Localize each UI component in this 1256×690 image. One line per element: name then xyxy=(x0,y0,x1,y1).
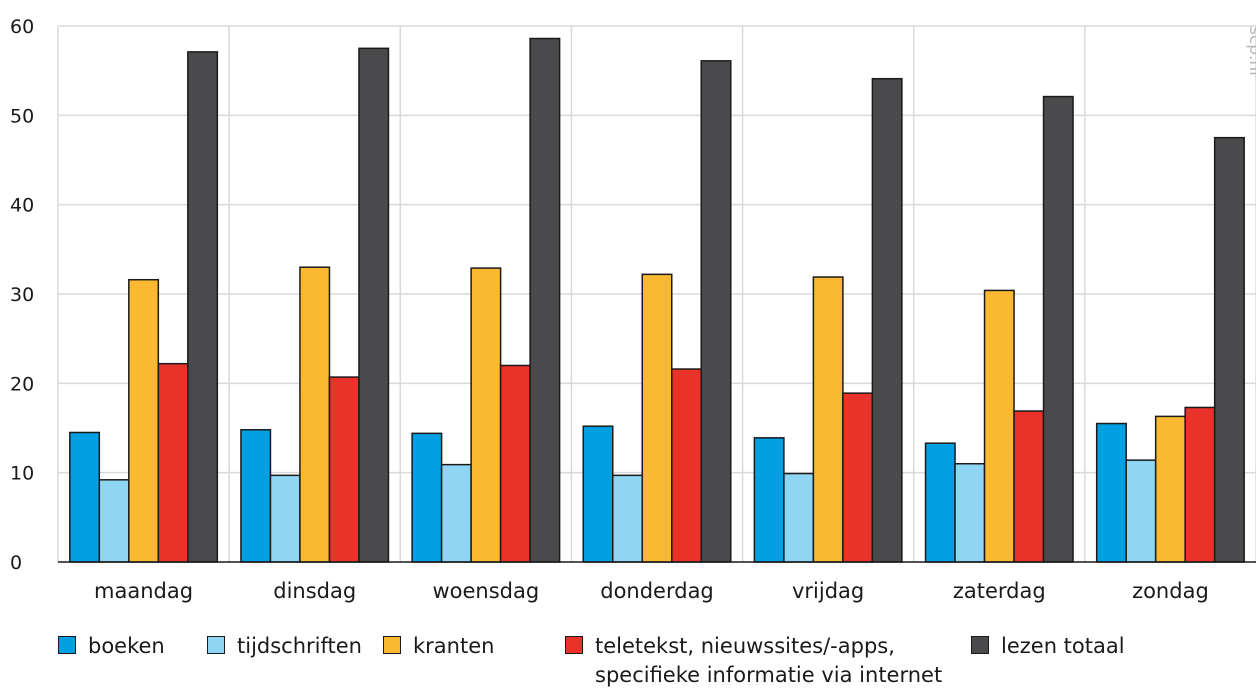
legend-label: tijdschriften xyxy=(237,634,362,658)
bar-zaterdag-2 xyxy=(983,289,1015,563)
bar-zondag-4 xyxy=(1213,136,1245,563)
y-tick-label: 50 xyxy=(10,105,34,127)
x-tick-label: maandag xyxy=(94,579,193,603)
bar-donderdag-3 xyxy=(671,368,702,563)
y-tick-label: 60 xyxy=(10,16,34,38)
legend: boeken tijdschriften kranten teletekst, nie… xyxy=(0,630,1256,688)
y-tick-label: 30 xyxy=(10,284,34,306)
x-tick-label: vrijdag xyxy=(792,579,864,603)
y-tick-label: 10 xyxy=(10,463,34,485)
axis-layer: 0 10 20 30 40 50 60 maandag dinsdag woensdag donde… xyxy=(10,16,1256,603)
grid-layer xyxy=(57,25,1256,562)
bar-maandag-1 xyxy=(98,479,130,563)
bar-donderdag-2 xyxy=(641,273,673,563)
legend-swatch xyxy=(383,636,401,654)
bar-woensdag-2 xyxy=(470,267,502,563)
bar-donderdag-0 xyxy=(582,425,614,563)
legend-label: boeken xyxy=(88,634,165,658)
bar-vrijdag-3 xyxy=(842,392,874,563)
bar-dinsdag-1 xyxy=(269,474,301,563)
legend-swatch xyxy=(971,636,989,654)
bar-woensdag-1 xyxy=(440,463,472,563)
legend-label: lezen totaal xyxy=(1001,634,1125,658)
bar-donderdag-4 xyxy=(700,60,732,563)
source-watermark: scp.nl xyxy=(1245,26,1256,76)
bar-donderdag-1 xyxy=(612,474,643,563)
bars-layer xyxy=(69,37,1245,563)
legend-item: kranten xyxy=(383,632,494,661)
x-tick-label: zaterdag xyxy=(953,579,1046,603)
x-tick-label: donderdag xyxy=(600,579,714,603)
legend-item: tijdschriften xyxy=(207,632,362,661)
bar-chart: 0 10 20 30 40 50 60 maandag dinsdag woensdag donde… xyxy=(10,16,1256,603)
y-tick-label: 0 xyxy=(10,552,22,574)
bar-vrijdag-2 xyxy=(812,276,844,563)
bar-vrijdag-4 xyxy=(871,77,903,563)
bar-dinsdag-0 xyxy=(240,429,272,563)
bar-zaterdag-3 xyxy=(1013,410,1045,563)
legend-item: boeken xyxy=(58,632,165,661)
bar-zondag-1 xyxy=(1125,459,1157,563)
legend-item: teletekst, nieuwssites/-apps, specifieke… xyxy=(565,632,942,690)
bar-maandag-2 xyxy=(128,278,160,563)
legend-swatch xyxy=(565,636,583,654)
bar-dinsdag-2 xyxy=(299,266,331,563)
legend-item: lezen totaal xyxy=(971,632,1125,661)
bar-woensdag-3 xyxy=(499,364,531,563)
bar-maandag-4 xyxy=(187,51,219,563)
x-tick-label: woensdag xyxy=(432,579,539,603)
bar-vrijdag-1 xyxy=(783,472,815,563)
bar-zondag-0 xyxy=(1095,422,1127,563)
bar-maandag-3 xyxy=(157,362,189,563)
bar-zaterdag-1 xyxy=(954,462,986,563)
legend-swatch xyxy=(207,636,225,654)
y-tick-label: 40 xyxy=(10,195,34,217)
x-tick-label: zondag xyxy=(1132,579,1209,603)
bar-dinsdag-4 xyxy=(358,47,390,563)
bar-woensdag-0 xyxy=(411,432,443,563)
legend-swatch xyxy=(58,636,76,654)
bar-zondag-3 xyxy=(1184,406,1216,563)
bar-zondag-2 xyxy=(1154,415,1186,563)
x-tick-label: dinsdag xyxy=(273,579,356,603)
bar-dinsdag-3 xyxy=(328,376,360,563)
y-tick-label: 20 xyxy=(10,373,34,395)
bar-zaterdag-0 xyxy=(924,442,956,563)
bar-vrijdag-0 xyxy=(753,437,785,563)
bar-zaterdag-4 xyxy=(1042,95,1074,563)
bar-woensdag-4 xyxy=(529,37,561,563)
legend-label: teletekst, nieuwssites/-apps, specifieke… xyxy=(595,634,943,687)
bar-maandag-0 xyxy=(69,431,101,563)
legend-label: kranten xyxy=(413,634,495,658)
